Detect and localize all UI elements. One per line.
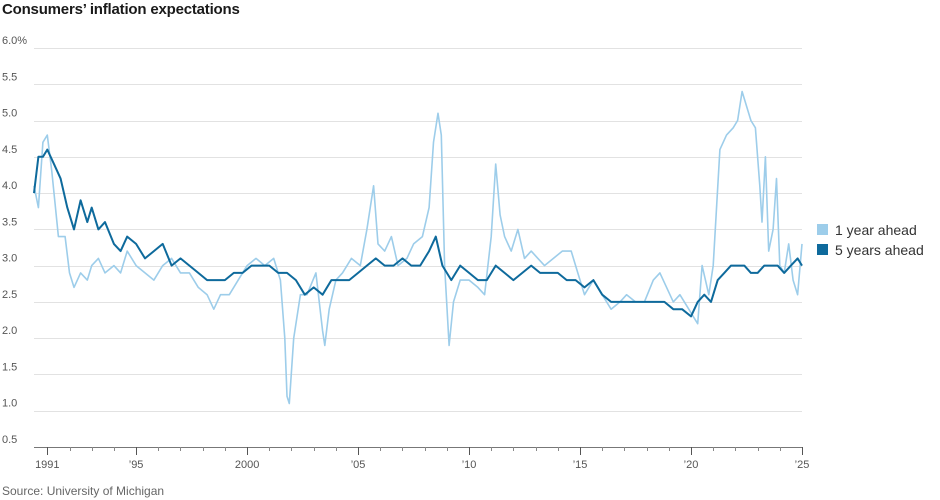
chart-title: Consumers’ inflation expectations xyxy=(2,1,240,18)
legend-label: 1 year ahead xyxy=(835,222,917,238)
y-tick-label: 2.5 xyxy=(2,289,17,301)
x-axis: 1991 ’95 2000 ’05 ’10 ’15 ’20 ’25 xyxy=(34,447,809,471)
x-tick-label: ’25 xyxy=(795,459,810,471)
y-tick-label: 5.5 xyxy=(2,71,17,83)
y-tick-label: 2.0 xyxy=(2,325,17,337)
y-tick-label: 3.5 xyxy=(2,216,17,228)
y-tick-label: 3.0 xyxy=(2,253,17,265)
x-tick-label: ’20 xyxy=(684,459,699,471)
legend: 1 year ahead 5 years ahead xyxy=(817,222,924,258)
series-lines xyxy=(33,90,803,405)
legend-swatch xyxy=(817,224,828,235)
legend-label: 5 years ahead xyxy=(835,242,924,258)
x-tick-label: ’05 xyxy=(351,459,366,471)
y-tick-label: 1.5 xyxy=(2,361,17,373)
series-line-one-year-ahead xyxy=(33,90,803,405)
y-tick-label: 4.5 xyxy=(2,144,17,156)
x-tick-label: 2000 xyxy=(235,459,259,471)
y-tick-label: 5.0 xyxy=(2,108,17,120)
gridlines xyxy=(34,48,802,412)
x-tick-label: 1991 xyxy=(35,459,59,471)
source-note: Source: University of Michigan xyxy=(2,484,165,498)
y-tick-label: 4.0 xyxy=(2,180,17,192)
series-line-five-years-ahead xyxy=(33,148,803,318)
x-tick-label: ’95 xyxy=(129,459,144,471)
legend-swatch xyxy=(817,244,828,255)
y-tick-label: 0.5 xyxy=(2,434,17,446)
y-tick-label: 1.0 xyxy=(2,398,17,410)
x-tick-label: ’10 xyxy=(462,459,477,471)
y-tick-label: 6.0% xyxy=(2,35,27,47)
x-tick-label: ’15 xyxy=(573,459,588,471)
y-axis-labels: 0.5 1.0 1.5 2.0 2.5 3.0 3.5 4.0 4.5 5.0 5.5 6.0% xyxy=(2,35,27,446)
